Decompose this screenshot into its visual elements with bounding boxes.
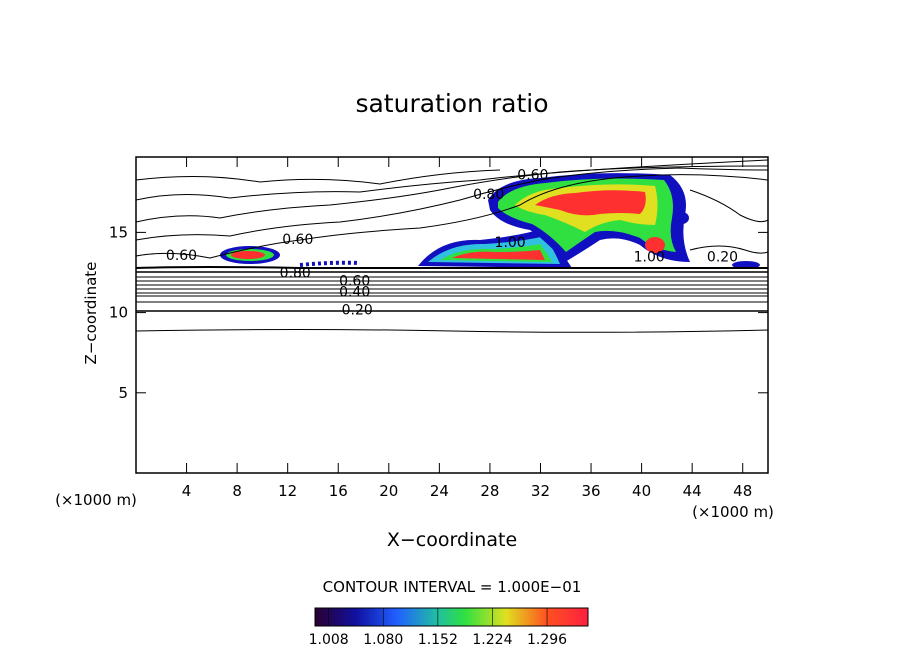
colorbar-tick-label: 1.080 xyxy=(363,632,403,648)
x-tick-label: 28 xyxy=(480,482,499,500)
x-tick-label: 20 xyxy=(379,482,398,500)
y-tick-label: 15 xyxy=(109,223,128,241)
x-tick-label: 40 xyxy=(632,482,651,500)
colorbar-tick-label: 1.296 xyxy=(527,632,567,648)
contour-interval: CONTOUR INTERVAL = 1.000E−01 xyxy=(323,578,582,596)
y-axis-label: Z−coordinate xyxy=(82,262,100,365)
x-unit-label: (×1000 m) xyxy=(55,491,137,509)
contour-label: 0.60 xyxy=(517,168,548,184)
contour-label: 0.60 xyxy=(166,248,197,264)
colorbar-tick-label: 1.152 xyxy=(418,632,458,648)
x-tick-label: 36 xyxy=(581,482,600,500)
y-tick-label: 10 xyxy=(109,304,128,322)
colorbar-tick-label: 1.224 xyxy=(472,632,512,648)
x-tick-label: 48 xyxy=(733,482,752,500)
contour-label: 0.60 xyxy=(339,274,370,290)
contour-label: 0.20 xyxy=(707,249,738,265)
y-tick-label: 5 xyxy=(118,384,128,402)
contour-label: 0.40 xyxy=(339,285,370,301)
x-tick-label: 12 xyxy=(278,482,297,500)
x-tick-label: 4 xyxy=(182,482,192,500)
contour-label: 1.00 xyxy=(495,235,526,251)
colorbar-tick-label: 1.008 xyxy=(309,632,349,648)
contour-field xyxy=(135,159,769,333)
contour-line xyxy=(135,159,769,333)
contour-label: 0.80 xyxy=(473,187,504,203)
x-axis-label: X−coordinate xyxy=(387,529,517,551)
x-tick-label: 16 xyxy=(329,482,348,500)
x-tick-label: 8 xyxy=(232,482,242,500)
contour-label: 0.80 xyxy=(280,265,311,281)
contour-label: 1.00 xyxy=(634,249,665,265)
plot-frame xyxy=(135,156,769,474)
x-tick-label: 44 xyxy=(683,482,702,500)
x-tick-label: 24 xyxy=(430,482,449,500)
contour-label: 0.20 xyxy=(342,302,373,318)
chart-title: saturation ratio xyxy=(355,89,548,118)
x-unit-label: (×1000 m) xyxy=(692,503,774,521)
contour-label: 0.60 xyxy=(282,232,313,248)
x-tick-label: 32 xyxy=(531,482,550,500)
